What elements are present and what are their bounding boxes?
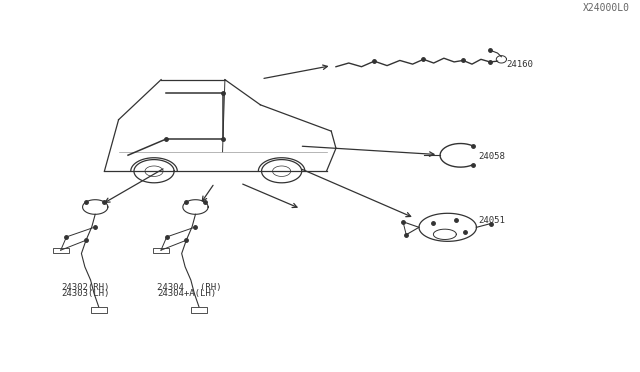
Text: 24051: 24051 [478, 215, 505, 224]
Text: X24000L0: X24000L0 [583, 3, 630, 13]
Text: 24303(LH): 24303(LH) [61, 289, 109, 298]
Bar [153, 247, 169, 253]
Text: 24058: 24058 [478, 152, 505, 161]
Bar [91, 307, 107, 313]
Text: 24304   (RH): 24304 (RH) [157, 283, 221, 292]
Bar [52, 247, 68, 253]
Text: 24304+A(LH): 24304+A(LH) [157, 289, 216, 298]
Text: 24302(RH): 24302(RH) [61, 283, 109, 292]
Text: 24160: 24160 [506, 60, 533, 70]
Bar [191, 307, 207, 313]
